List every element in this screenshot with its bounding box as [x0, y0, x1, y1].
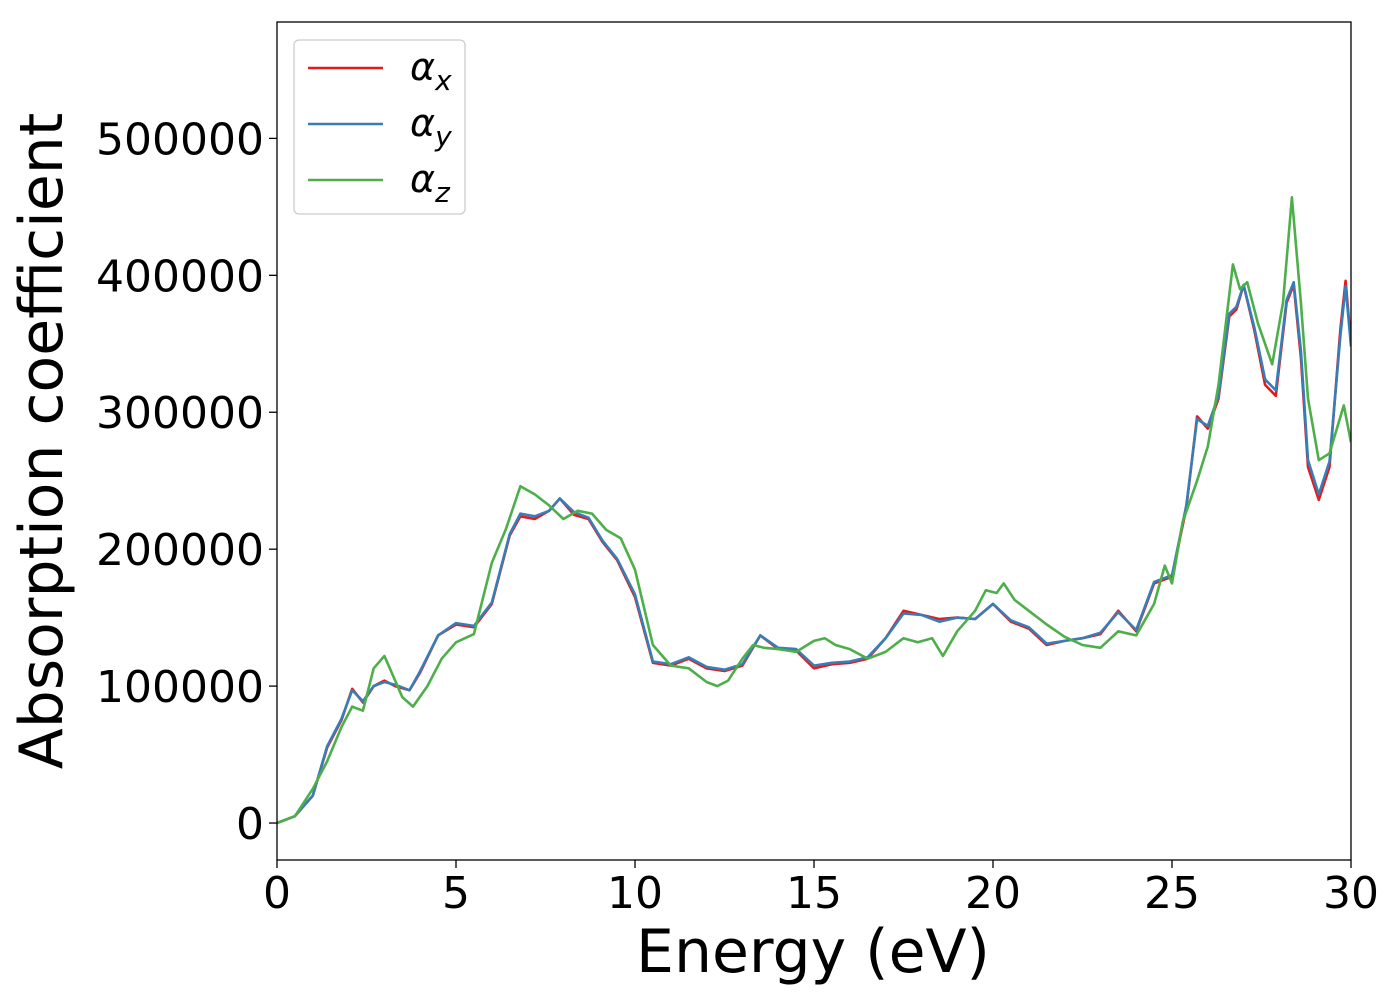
y-tick-label: 0	[236, 799, 264, 850]
x-tick-label: 30	[1323, 868, 1379, 919]
x-tick-label: 5	[442, 868, 470, 919]
legend-label-y: αy	[410, 101, 452, 153]
legend-label-z: αz	[410, 157, 451, 209]
x-tick-label: 20	[965, 868, 1021, 919]
y-tick-label: 100000	[96, 662, 264, 713]
series-layer	[277, 196, 1351, 825]
legend-label-x: αx	[410, 45, 452, 97]
x-tick-label: 10	[607, 868, 663, 919]
y-axis-label: Absorption coefficient	[7, 113, 77, 770]
y-tick-label: 300000	[96, 388, 264, 439]
x-axis-label: Energy (eV)	[636, 917, 990, 987]
x-tick-label: 25	[1144, 868, 1200, 919]
series-line-alpha-y	[277, 280, 1351, 825]
legend-box	[293, 39, 466, 215]
series-line-alpha-x	[277, 279, 1351, 825]
ticks-layer: 0 5 10 15 20 25 30 0 100000 200000 300000 400000 500…	[96, 114, 1379, 919]
y-tick-label: 400000	[96, 251, 264, 302]
y-tick-label: 500000	[96, 114, 264, 165]
x-tick-label: 0	[263, 868, 291, 919]
series-line-alpha-z	[277, 196, 1351, 825]
y-tick-label: 200000	[96, 525, 264, 576]
x-tick-label: 15	[786, 868, 842, 919]
